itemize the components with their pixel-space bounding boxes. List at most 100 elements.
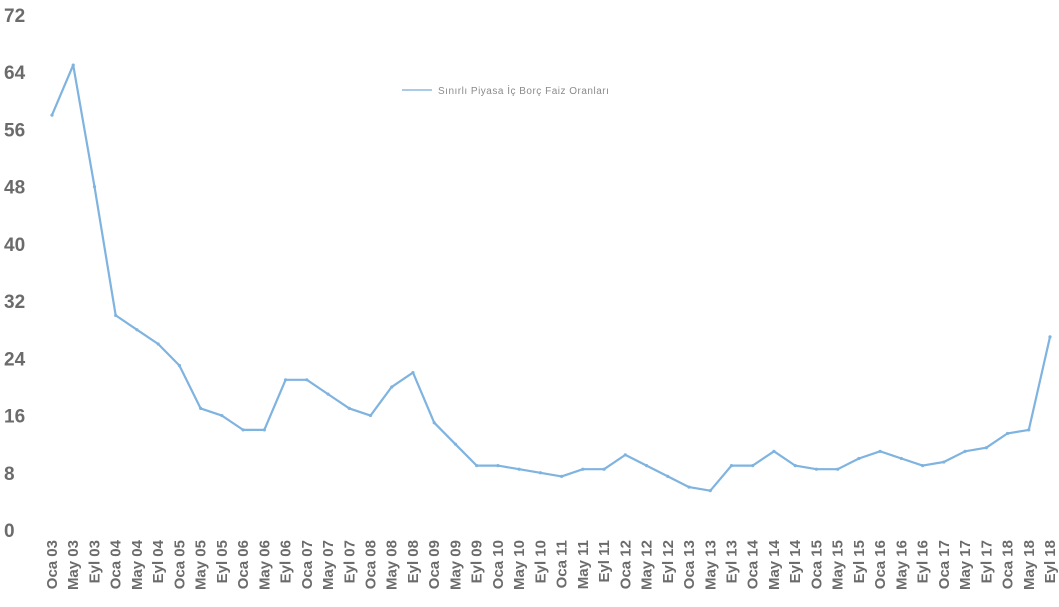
x-tick-label: Eyl 15: [851, 540, 868, 583]
x-tick-label: Eyl 13: [723, 540, 740, 583]
x-tick-label: May 09: [447, 540, 464, 590]
x-tick-label: Eyl 12: [660, 540, 677, 583]
data-point: [1027, 428, 1031, 432]
data-point: [326, 392, 330, 396]
x-tick-label: May 04: [129, 539, 146, 590]
data-point: [50, 113, 54, 117]
x-tick-label: Eyl 03: [86, 540, 103, 583]
x-tick-label: Oca 08: [363, 540, 380, 589]
data-point: [963, 449, 967, 453]
data-point: [793, 464, 797, 468]
x-tick-label: May 16: [893, 540, 910, 590]
data-point: [666, 474, 670, 478]
data-point: [156, 342, 160, 346]
y-tick-label: 32: [4, 292, 25, 313]
data-point: [920, 464, 925, 468]
x-tick-label: Oca 09: [426, 540, 443, 589]
x-tick-label: Eyl 11: [596, 540, 613, 583]
x-tick-label: May 12: [639, 540, 656, 590]
data-point: [368, 413, 373, 418]
data-point: [283, 378, 288, 382]
data-point: [814, 467, 819, 471]
data-point: [453, 442, 458, 446]
y-tick-label: 24: [4, 349, 26, 370]
data-point: [1048, 335, 1052, 339]
data-point: [899, 456, 903, 461]
x-tick-label: Oca 17: [936, 540, 953, 589]
x-tick-label: Eyl 10: [532, 540, 549, 583]
x-tick-label: Oca 18: [1000, 540, 1017, 589]
x-tick-label: May 13: [702, 540, 719, 590]
x-tick-label: Eyl 14: [787, 539, 804, 583]
data-point: [305, 378, 309, 382]
y-tick-label: 56: [4, 120, 25, 141]
y-tick-label: 72: [4, 6, 25, 27]
x-tick-label: Eyl 16: [915, 540, 932, 583]
data-point: [411, 371, 415, 375]
data-point: [538, 471, 542, 475]
data-point: [220, 413, 224, 418]
data-point: [496, 464, 500, 468]
x-tick-label: Eyl 05: [214, 540, 231, 583]
x-tick-label: May 06: [256, 540, 273, 590]
data-point: [347, 406, 351, 411]
x-tick-label: Oca 11: [554, 540, 571, 588]
x-axis: Oca 03 May 03 Eyl 03 Oca 04 May 04 Eyl 04 Oca …: [44, 539, 1059, 590]
data-point: [751, 464, 755, 468]
data-point: [475, 464, 479, 468]
data-point: [241, 428, 245, 432]
x-tick-label: May 15: [830, 540, 847, 590]
x-tick-label: Eyl 07: [341, 540, 358, 583]
x-tick-label: Eyl 09: [469, 540, 486, 583]
x-tick-label: Oca 14: [745, 539, 762, 589]
data-point: [772, 449, 776, 453]
x-tick-label: Oca 13: [681, 540, 698, 589]
x-tick-label: Oca 07: [299, 540, 316, 589]
data-point: [708, 489, 712, 493]
legend: Sınırlı Piyasa İç Borç Faiz Oranları: [402, 84, 609, 97]
x-tick-label: Oca 06: [235, 540, 252, 589]
data-point: [71, 63, 75, 67]
x-tick-label: May 17: [957, 540, 974, 590]
y-tick-label: 0: [4, 521, 15, 542]
data-point: [644, 464, 649, 468]
data-point: [1005, 431, 1010, 436]
data-point: [857, 456, 861, 461]
x-tick-label: May 05: [193, 540, 210, 590]
x-tick-label: May 08: [384, 540, 401, 590]
x-tick-label: Oca 15: [808, 540, 825, 589]
x-tick-label: May 03: [65, 540, 82, 590]
data-point: [432, 421, 436, 425]
y-tick-label: 40: [4, 235, 25, 256]
y-tick-label: 64: [4, 63, 26, 84]
data-point: [836, 467, 840, 471]
x-tick-label: May 07: [320, 540, 337, 590]
data-point: [92, 185, 97, 189]
data-point: [602, 467, 606, 471]
x-tick-label: May 14: [766, 539, 783, 590]
x-tick-label: May 18: [1021, 540, 1038, 590]
y-tick-label: 8: [4, 464, 15, 485]
x-tick-label: Eyl 04: [150, 539, 167, 583]
x-tick-label: Oca 10: [490, 540, 507, 589]
legend-label: Sınırlı Piyasa İç Borç Faiz Oranları: [438, 84, 609, 97]
x-tick-label: May 10: [511, 540, 528, 590]
x-tick-label: Oca 04: [108, 539, 125, 589]
data-point: [984, 446, 988, 450]
series-layer: [50, 63, 1052, 493]
data-point: [199, 406, 203, 411]
x-tick-label: Oca 16: [872, 540, 889, 589]
data-point: [177, 363, 182, 368]
data-point: [878, 449, 882, 453]
x-tick-label: Oca 03: [44, 540, 61, 589]
x-tick-label: Eyl 18: [1042, 540, 1059, 583]
data-point: [390, 385, 394, 389]
x-tick-label: Eyl 17: [978, 540, 995, 583]
data-point: [581, 467, 585, 471]
y-axis: 0 8 16 24 32 40 48 56 64 72: [4, 6, 26, 542]
x-tick-label: Oca 05: [171, 540, 188, 589]
data-point: [114, 313, 118, 318]
data-point: [560, 474, 564, 478]
y-tick-label: 48: [4, 178, 25, 199]
